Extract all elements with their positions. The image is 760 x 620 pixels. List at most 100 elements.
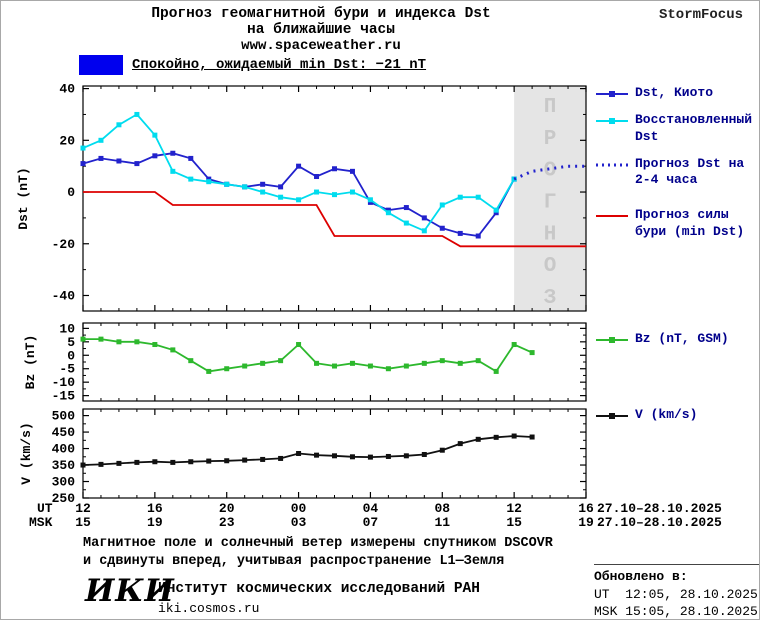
data-point-marker [332, 453, 337, 459]
data-point-marker [260, 456, 266, 462]
x-tick-label: 16 [147, 501, 163, 516]
legend-item: Восстановленный Dst [595, 112, 759, 145]
data-point-marker [242, 457, 248, 463]
bz-legend: Bz (nT, GSM) [595, 331, 759, 347]
data-point-marker [278, 358, 284, 364]
data-point-marker [80, 462, 86, 468]
data-point-marker [385, 366, 391, 372]
data-point-marker [206, 368, 212, 374]
data-point-marker [134, 111, 140, 117]
data-point-marker [529, 434, 535, 440]
x-tick-label: 23 [218, 515, 235, 530]
data-point-marker [278, 184, 284, 190]
data-point-marker [511, 433, 517, 439]
data-point-marker [80, 145, 86, 151]
y-tick-label: -15 [52, 389, 76, 404]
brand-label: StormFocus [658, 7, 743, 23]
data-point-marker [152, 342, 158, 348]
x-tick-label: 19 [578, 515, 594, 530]
x-tick-label: 20 [218, 501, 235, 516]
data-point-marker [439, 225, 445, 231]
data-point-marker [367, 199, 373, 205]
y-axis-title: V (km/s) [19, 422, 34, 484]
data-point-marker [170, 150, 176, 156]
legend-sample-icon [596, 163, 628, 167]
y-tick-label: 500 [52, 409, 76, 424]
page-subtitle: на ближайшие часы [247, 22, 395, 38]
x-tick-label: 19 [147, 515, 163, 530]
v-legend: V (km/s) [595, 407, 759, 423]
status-text: Спокойно, ожидаемый min Dst: −21 nT [132, 57, 427, 73]
data-point-marker [385, 453, 391, 459]
data-point-marker [296, 342, 302, 348]
y-tick-label: 40 [59, 82, 75, 97]
data-point-marker [367, 454, 373, 460]
data-point-marker [349, 189, 355, 195]
data-point-marker [80, 161, 86, 167]
institute-name: Институт космических исследований РАН [158, 581, 480, 597]
x-tick-label: 04 [362, 501, 379, 516]
data-point-marker [421, 228, 427, 234]
legend-item: V (km/s) [595, 407, 759, 423]
y-axis-title: Dst (nT) [16, 167, 31, 229]
data-point-marker [98, 137, 104, 143]
data-point-marker [116, 460, 122, 466]
x-tick-label: 15 [506, 515, 522, 530]
data-point-marker [296, 451, 302, 456]
forecast-band-label: Н [544, 223, 557, 246]
y-tick-label: 450 [52, 425, 76, 440]
data-point-marker [314, 452, 320, 458]
legend-sample-icon [596, 118, 628, 125]
data-point-marker [349, 454, 355, 460]
data-point-marker [511, 342, 517, 348]
data-point-marker [421, 360, 427, 366]
forecast-band-label: О [544, 160, 557, 183]
x-axis-ut-row: UT 27.10–28.10.2025 12 16 20 00 04 08 12 16 [1, 501, 759, 516]
y-tick-label: 250 [52, 491, 76, 506]
data-point-marker [260, 189, 266, 195]
data-point-marker [206, 176, 212, 182]
data-point-marker [349, 360, 355, 366]
data-point-marker [116, 158, 122, 164]
legend-sample-icon [596, 413, 628, 419]
data-point-marker [314, 360, 320, 366]
data-point-marker [242, 184, 248, 190]
data-point-marker [98, 461, 104, 467]
status-color-swatch [79, 55, 123, 75]
x-tick-label: 07 [362, 515, 379, 530]
data-point-marker [475, 233, 481, 239]
data-point-marker [116, 339, 122, 345]
y-tick-label: 400 [52, 442, 76, 457]
x-tick-label: 12 [506, 501, 522, 516]
data-point-marker [98, 336, 104, 342]
x-tick-label: 00 [290, 501, 307, 516]
site-link[interactable]: www.spaceweather.ru [241, 38, 401, 54]
data-point-marker [385, 207, 391, 213]
legend-sample-icon [596, 215, 628, 218]
forecast-band [514, 86, 586, 311]
data-point-marker [403, 453, 409, 459]
data-point-marker [439, 202, 445, 208]
legend-sample-icon [596, 91, 628, 97]
plot-frame [82, 322, 587, 402]
updated-label: Обновлено в: [594, 569, 688, 584]
y-tick-label: 20 [59, 133, 75, 148]
data-point-marker [242, 363, 248, 369]
data-point-marker [457, 360, 463, 366]
y-axis-title: Bz (nT) [23, 335, 38, 390]
y-tick-label: 300 [52, 475, 76, 490]
status-legend: Спокойно, ожидаемый min Dst: −21 nT [79, 55, 426, 75]
institute-site-link[interactable]: iki.cosmos.ru [158, 601, 260, 616]
ut-row-label: UT [37, 501, 53, 516]
series-line [82, 113, 515, 232]
data-point-marker [224, 181, 230, 187]
data-point-marker [403, 363, 409, 369]
data-point-marker [493, 207, 499, 213]
forecast-band-label: П [544, 96, 557, 119]
data-point-marker [224, 366, 230, 372]
plot-frame [82, 85, 587, 312]
data-point-marker [403, 205, 409, 211]
data-point-marker [439, 358, 445, 364]
